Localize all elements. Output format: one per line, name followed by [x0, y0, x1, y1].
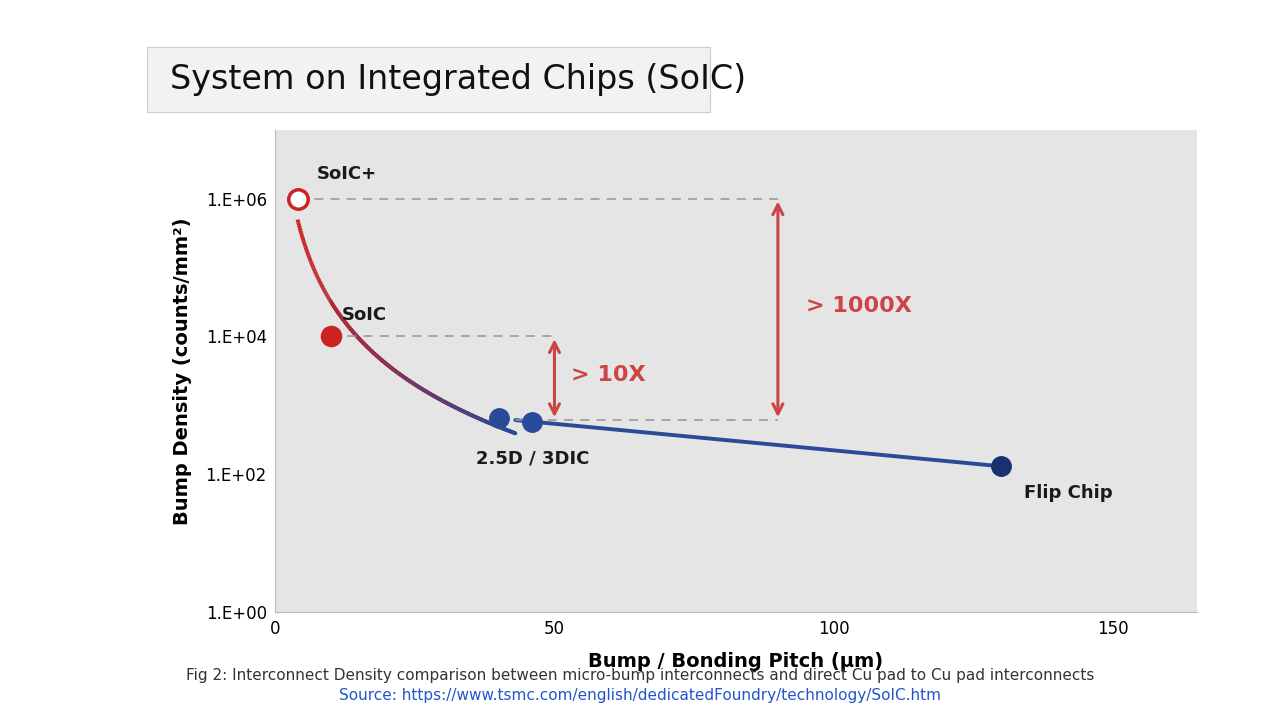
Text: Source: https://www.tsmc.com/english/dedicatedFoundry/technology/SoIC.htm: Source: https://www.tsmc.com/english/ded…	[339, 688, 941, 703]
Text: > 10X: > 10X	[571, 365, 646, 385]
Text: System on Integrated Chips (SoIC): System on Integrated Chips (SoIC)	[170, 63, 746, 96]
Y-axis label: Bump Density (counts/mm²): Bump Density (counts/mm²)	[173, 217, 192, 525]
Text: > 1000X: > 1000X	[806, 297, 911, 316]
X-axis label: Bump / Bonding Pitch (μm): Bump / Bonding Pitch (μm)	[589, 652, 883, 671]
Text: Fig 2: Interconnect Density comparison between micro-bump interconnects and dire: Fig 2: Interconnect Density comparison b…	[186, 668, 1094, 683]
Text: Flip Chip: Flip Chip	[1024, 485, 1112, 503]
Text: SoIC: SoIC	[342, 306, 388, 324]
Text: 2.5D / 3DIC: 2.5D / 3DIC	[476, 449, 590, 467]
Text: SoIC+: SoIC+	[317, 165, 378, 183]
